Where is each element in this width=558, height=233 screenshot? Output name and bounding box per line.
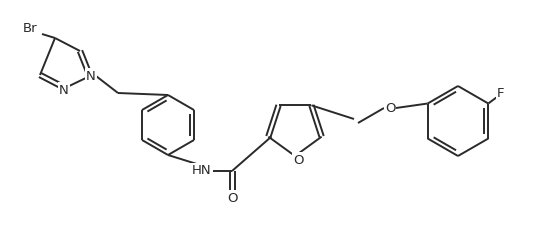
Text: Br: Br [23, 21, 37, 34]
Text: O: O [293, 154, 303, 167]
Text: N: N [59, 83, 69, 96]
Text: O: O [385, 102, 395, 114]
Text: O: O [227, 192, 237, 205]
Text: HN: HN [192, 164, 212, 178]
Text: F: F [497, 87, 504, 100]
Text: N: N [86, 69, 96, 82]
